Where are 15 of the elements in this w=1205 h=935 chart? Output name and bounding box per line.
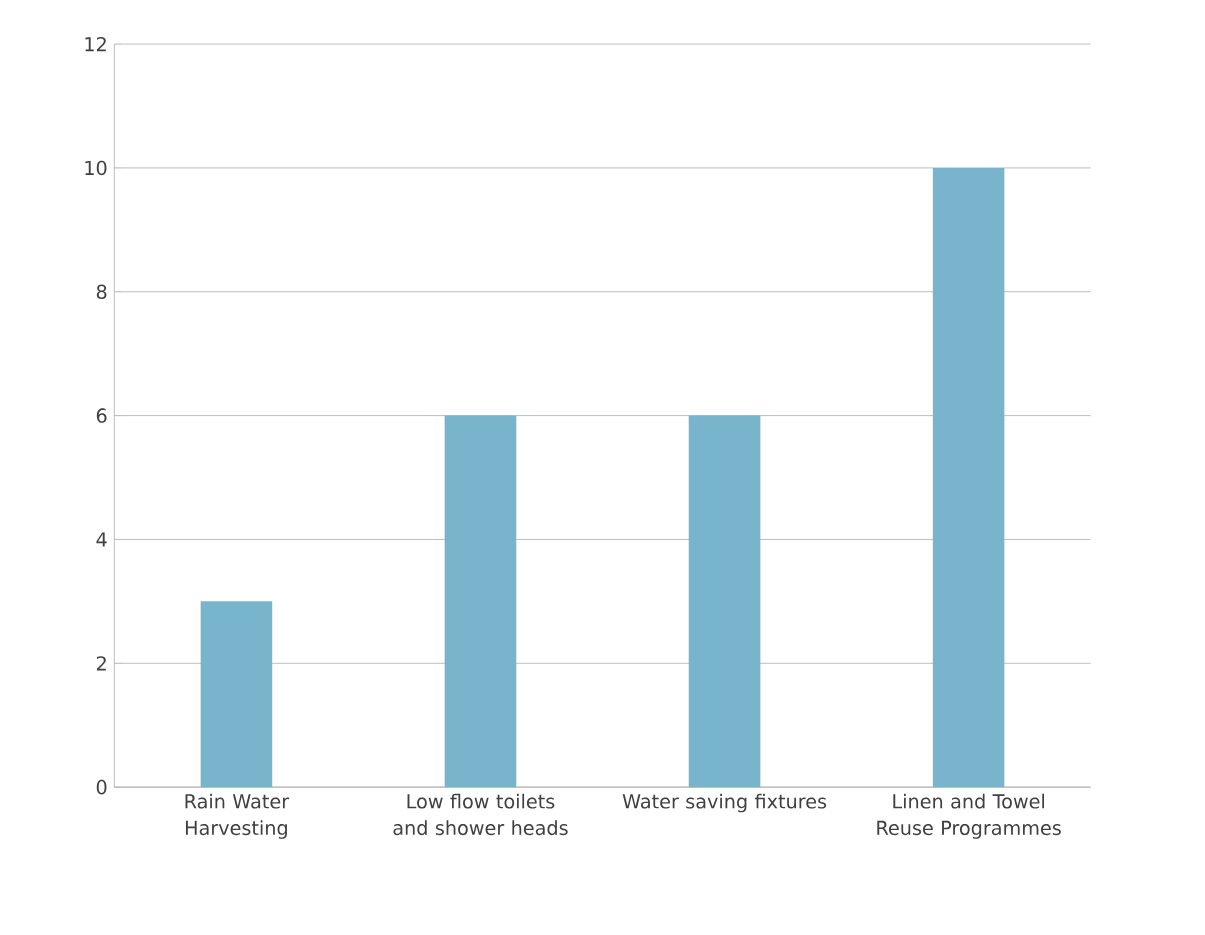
bar [200, 601, 273, 788]
y-tick-label: 12 [85, 36, 106, 52]
bar [444, 415, 517, 788]
y-tick-label: 0 [96, 779, 107, 795]
x-tick-label: Water saving fixtures [622, 793, 827, 813]
bar [932, 167, 1005, 788]
bar [688, 415, 761, 788]
y-tick-label: 8 [96, 284, 107, 300]
x-tick-label: Low flow toilets and shower heads [393, 793, 568, 836]
y-tick-label: 2 [96, 656, 106, 671]
x-tick-label: Rain Water Harvesting [185, 793, 290, 839]
y-tick-label: 6 [96, 408, 107, 423]
x-tick-label: Linen and Towel Reuse Programmes [877, 793, 1061, 839]
y-tick-label: 10 [85, 160, 107, 176]
y-tick-label: 4 [96, 532, 107, 547]
